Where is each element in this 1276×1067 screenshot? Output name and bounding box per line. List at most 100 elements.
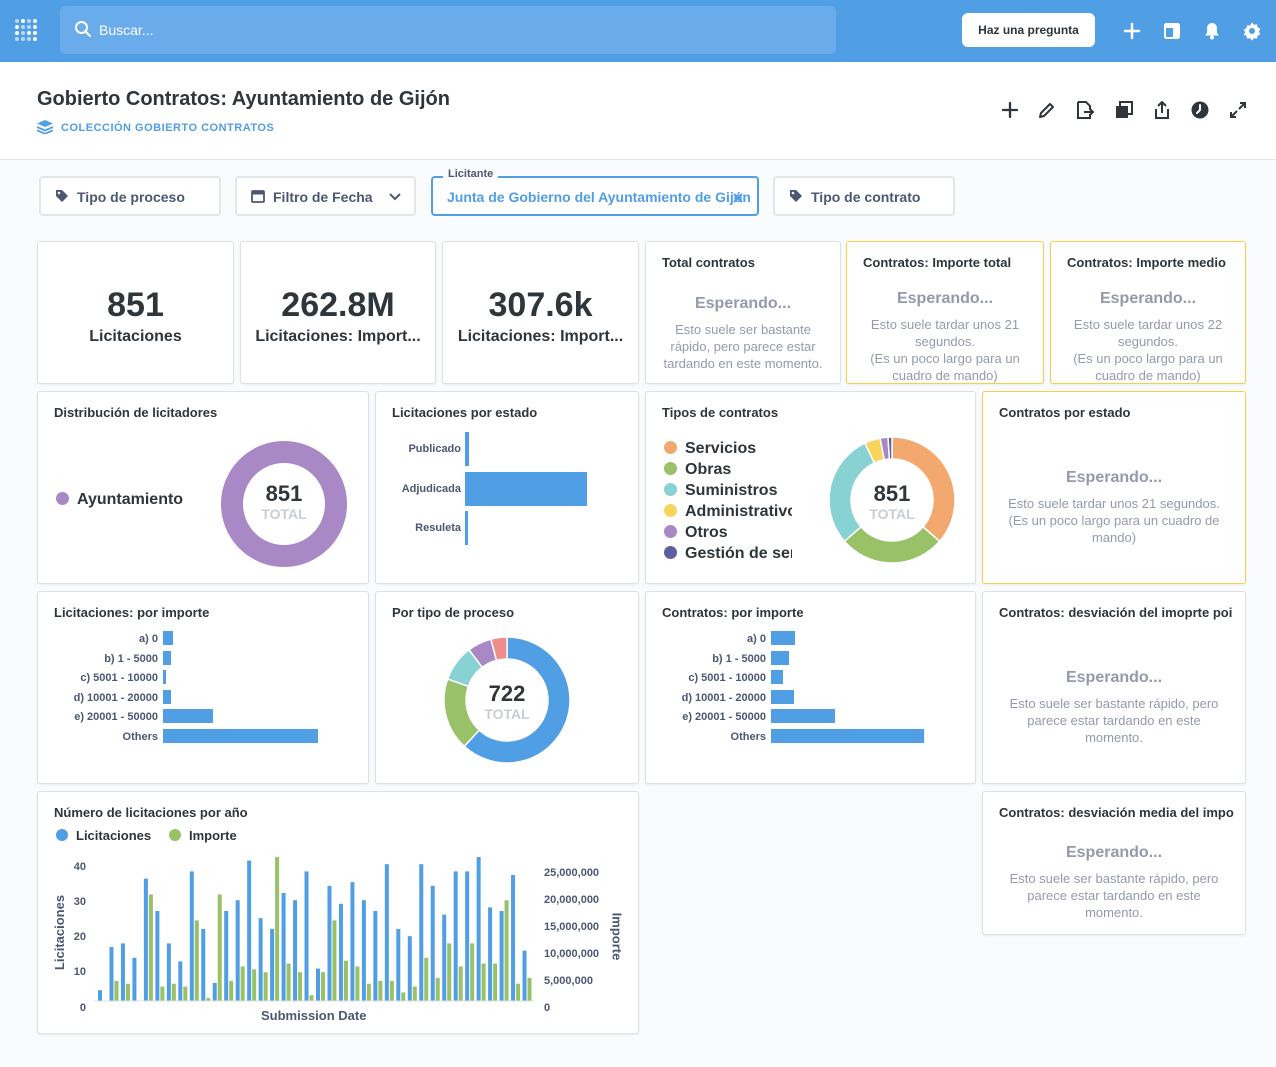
bar-importe[interactable] bbox=[148, 894, 153, 1001]
bar[interactable] bbox=[771, 650, 789, 665]
bar-licitaciones[interactable] bbox=[511, 875, 516, 1001]
card-contratos-por-importe[interactable]: Contratos: por importe a) 0 b) 1 - 5000 c)… bbox=[645, 591, 976, 784]
card-tipos-contratos[interactable]: Tipos de contratos Servicios Obras Sumin… bbox=[645, 391, 976, 584]
bar-importe[interactable] bbox=[366, 983, 371, 1001]
bar[interactable] bbox=[771, 689, 794, 704]
bar-adjudicada[interactable] bbox=[465, 472, 587, 506]
bar-licitaciones[interactable] bbox=[224, 911, 229, 1001]
bar-importe[interactable] bbox=[252, 969, 257, 1001]
legend-item[interactable]: Otros bbox=[664, 524, 728, 542]
bar-licitaciones[interactable] bbox=[189, 871, 194, 1001]
bar-licitaciones[interactable] bbox=[488, 907, 493, 1001]
bar-importe[interactable] bbox=[298, 972, 303, 1001]
bar-licitaciones[interactable] bbox=[396, 929, 401, 1001]
move-icon[interactable] bbox=[1074, 100, 1094, 120]
bar[interactable] bbox=[163, 650, 171, 665]
bar-resuleta[interactable] bbox=[465, 511, 468, 545]
card-licitaciones-por-anio[interactable]: Número de licitaciones por año Licitacio… bbox=[37, 791, 639, 1034]
bar-importe[interactable] bbox=[516, 983, 521, 1001]
donut-slice-ayuntamiento[interactable] bbox=[221, 441, 347, 567]
bar-importe[interactable] bbox=[263, 972, 268, 1001]
bar-importe[interactable] bbox=[412, 986, 417, 1001]
bar-importe[interactable] bbox=[447, 943, 452, 1001]
bar-importe[interactable] bbox=[309, 995, 314, 1001]
bar-licitaciones[interactable] bbox=[270, 929, 275, 1001]
bar-licitaciones[interactable] bbox=[384, 864, 389, 1001]
card-por-tipo-proceso[interactable]: Por tipo de proceso 722 TOTAL bbox=[375, 591, 639, 784]
duplicate-icon[interactable] bbox=[1114, 100, 1134, 120]
filter-fecha[interactable]: Filtro de Fecha bbox=[235, 176, 416, 216]
filter-licitante[interactable]: Licitante Junta de Gobierno del Ayuntami… bbox=[431, 168, 759, 216]
dashboard-icon[interactable] bbox=[1162, 21, 1182, 41]
bar-importe[interactable] bbox=[504, 900, 509, 1001]
bar-licitaciones[interactable] bbox=[338, 903, 343, 1001]
bar-importe[interactable] bbox=[275, 857, 280, 1001]
bar-importe[interactable] bbox=[217, 894, 222, 1001]
bar-licitaciones[interactable] bbox=[155, 911, 160, 1001]
bar[interactable] bbox=[771, 670, 783, 685]
card-contratos-importe-medio[interactable]: Contratos: Importe medio Esperando... Es… bbox=[1050, 241, 1246, 384]
bar-licitaciones[interactable] bbox=[212, 983, 217, 1001]
bar[interactable] bbox=[771, 709, 835, 724]
bar-licitaciones[interactable] bbox=[442, 914, 447, 1001]
bar-importe[interactable] bbox=[458, 966, 463, 1001]
bar-importe[interactable] bbox=[493, 963, 498, 1001]
search-bar[interactable]: Buscar... bbox=[60, 6, 836, 54]
bar-importe[interactable] bbox=[183, 986, 188, 1001]
bar-licitaciones[interactable] bbox=[98, 990, 102, 1001]
bar-licitaciones[interactable] bbox=[327, 885, 332, 1001]
legend-item[interactable]: Gestión de ser bbox=[664, 545, 792, 563]
bar-licitaciones[interactable] bbox=[430, 885, 435, 1001]
donut-slice[interactable] bbox=[843, 525, 941, 564]
bar-importe[interactable] bbox=[114, 980, 119, 1001]
bar-importe[interactable] bbox=[435, 977, 440, 1001]
bar-licitaciones[interactable] bbox=[166, 943, 171, 1001]
bar-importe[interactable] bbox=[171, 983, 176, 1001]
close-icon[interactable] bbox=[733, 193, 743, 203]
donut-slice[interactable] bbox=[489, 636, 508, 662]
bar-licitaciones[interactable] bbox=[235, 900, 240, 1001]
bar-licitaciones[interactable] bbox=[178, 961, 183, 1001]
bar-licitaciones[interactable] bbox=[407, 936, 412, 1001]
grouped-bar-chart[interactable] bbox=[94, 856, 534, 1011]
bar-importe[interactable] bbox=[470, 943, 475, 1001]
bar-licitaciones[interactable] bbox=[258, 918, 263, 1001]
card-contratos-importe-total[interactable]: Contratos: Importe total Esperando... Es… bbox=[846, 241, 1044, 384]
bar-licitaciones[interactable] bbox=[304, 871, 309, 1001]
bar-publicado[interactable] bbox=[465, 432, 469, 466]
card-total-contratos[interactable]: Total contratos Esperando... Esto suele … bbox=[645, 241, 841, 384]
bar-licitaciones[interactable] bbox=[499, 911, 504, 1001]
bar-licitaciones[interactable] bbox=[350, 882, 355, 1001]
card-contratos-desviacion[interactable]: Contratos: desviación del imoprte poi Es… bbox=[982, 591, 1246, 784]
bar-licitaciones[interactable] bbox=[281, 893, 286, 1001]
bar-importe[interactable] bbox=[424, 957, 429, 1001]
bar-importe[interactable] bbox=[481, 963, 486, 1001]
bar[interactable] bbox=[163, 729, 318, 743]
pencil-icon[interactable] bbox=[1037, 100, 1057, 120]
bar-importe[interactable] bbox=[332, 920, 337, 1001]
add-card-icon[interactable] bbox=[1000, 100, 1020, 120]
bar-licitaciones[interactable] bbox=[373, 911, 378, 1001]
history-icon[interactable] bbox=[1190, 100, 1210, 120]
donut-slice[interactable] bbox=[463, 636, 571, 764]
filter-tipo-proceso[interactable]: Tipo de proceso bbox=[39, 176, 221, 216]
bar-importe[interactable] bbox=[389, 980, 394, 1001]
bar-licitaciones[interactable] bbox=[453, 871, 458, 1001]
bar-importe[interactable] bbox=[286, 963, 291, 1001]
bar-importe[interactable] bbox=[378, 980, 383, 1001]
bar-importe[interactable] bbox=[194, 920, 199, 1001]
bar-licitaciones[interactable] bbox=[361, 900, 366, 1001]
bar[interactable] bbox=[771, 631, 795, 645]
bar-importe[interactable] bbox=[527, 977, 532, 1001]
bar-importe[interactable] bbox=[125, 983, 130, 1001]
gear-icon[interactable] bbox=[1242, 21, 1262, 41]
card-licitaciones-importe-total[interactable]: 262.8M Licitaciones: Import... bbox=[240, 241, 436, 384]
legend-item[interactable]: Importe bbox=[169, 828, 237, 843]
bar-licitaciones[interactable] bbox=[419, 864, 424, 1001]
bar[interactable] bbox=[771, 729, 924, 743]
card-distribucion-licitadores[interactable]: Distribución de licitadores Ayuntamiento… bbox=[37, 391, 369, 584]
donut-chart[interactable] bbox=[828, 436, 956, 564]
bar-importe[interactable] bbox=[401, 992, 406, 1001]
bar-licitaciones[interactable] bbox=[109, 947, 114, 1001]
bar-importe[interactable] bbox=[321, 972, 325, 1001]
